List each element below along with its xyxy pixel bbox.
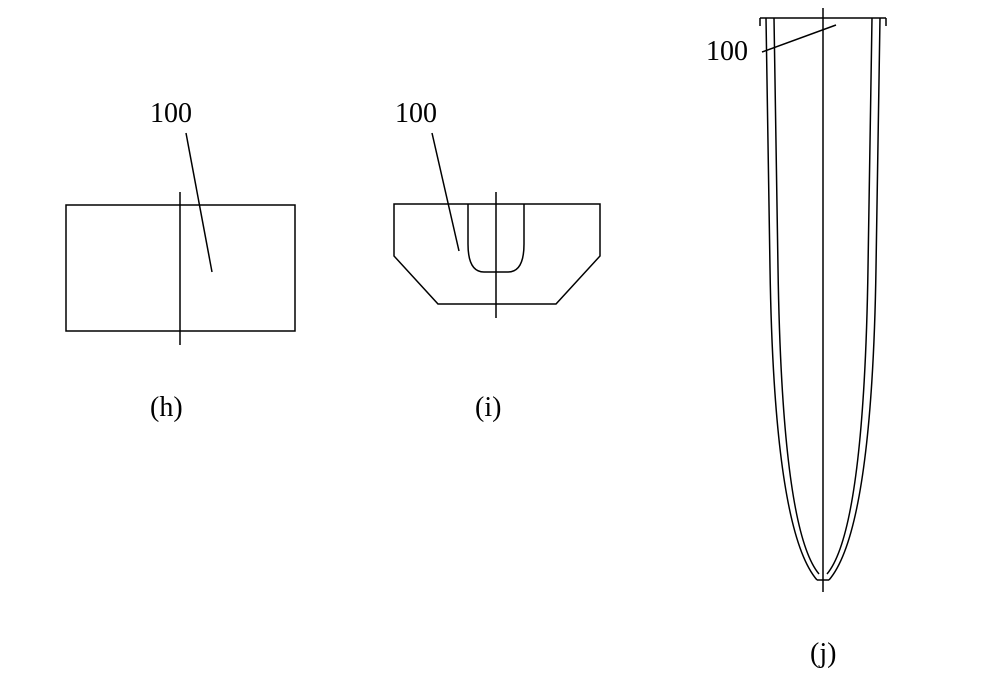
figure-canvas: 100 (h) 100 (i) 100 (j)	[0, 0, 1000, 687]
panel-j-svg	[0, 0, 1000, 687]
panel-j-subcaption: (j)	[810, 638, 836, 670]
panel-j-callout-100: 100	[706, 36, 748, 68]
